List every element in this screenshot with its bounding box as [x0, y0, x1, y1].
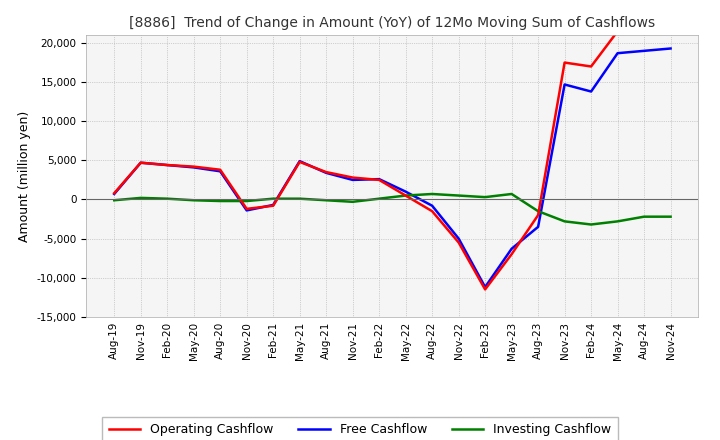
Free Cashflow: [243, 208, 251, 213]
Operating Cashflow: [269, 203, 277, 209]
Operating Cashflow: [454, 240, 463, 245]
Free Cashflow: [163, 162, 171, 168]
Free Cashflow: [189, 165, 198, 170]
Y-axis label: Amount (million yen): Amount (million yen): [18, 110, 31, 242]
Free Cashflow: [216, 169, 225, 174]
Free Cashflow: [481, 284, 490, 290]
Investing Cashflow: [666, 214, 675, 219]
Operating Cashflow: [587, 64, 595, 69]
Operating Cashflow: [348, 175, 357, 180]
Investing Cashflow: [295, 196, 304, 202]
Operating Cashflow: [375, 177, 384, 183]
Operating Cashflow: [216, 167, 225, 172]
Investing Cashflow: [163, 196, 171, 202]
Free Cashflow: [454, 236, 463, 241]
Operating Cashflow: [136, 160, 145, 165]
Operating Cashflow: [110, 191, 119, 196]
Operating Cashflow: [322, 169, 330, 175]
Investing Cashflow: [428, 191, 436, 197]
Free Cashflow: [110, 191, 119, 197]
Operating Cashflow: [401, 193, 410, 198]
Investing Cashflow: [401, 193, 410, 198]
Investing Cashflow: [613, 219, 622, 224]
Investing Cashflow: [348, 199, 357, 205]
Operating Cashflow: [534, 213, 542, 218]
Title: [8886]  Trend of Change in Amount (YoY) of 12Mo Moving Sum of Cashflows: [8886] Trend of Change in Amount (YoY) o…: [130, 16, 655, 30]
Investing Cashflow: [136, 195, 145, 201]
Operating Cashflow: [640, 31, 649, 36]
Investing Cashflow: [481, 194, 490, 200]
Operating Cashflow: [243, 206, 251, 212]
Investing Cashflow: [216, 198, 225, 204]
Operating Cashflow: [189, 164, 198, 169]
Operating Cashflow: [666, 29, 675, 34]
Line: Investing Cashflow: Investing Cashflow: [114, 194, 670, 224]
Operating Cashflow: [428, 209, 436, 214]
Free Cashflow: [295, 158, 304, 164]
Operating Cashflow: [163, 162, 171, 168]
Free Cashflow: [401, 189, 410, 194]
Free Cashflow: [613, 51, 622, 56]
Line: Operating Cashflow: Operating Cashflow: [114, 31, 670, 290]
Free Cashflow: [322, 170, 330, 176]
Free Cashflow: [428, 203, 436, 209]
Investing Cashflow: [243, 198, 251, 204]
Investing Cashflow: [587, 222, 595, 227]
Free Cashflow: [508, 246, 516, 251]
Free Cashflow: [348, 177, 357, 183]
Operating Cashflow: [481, 287, 490, 292]
Operating Cashflow: [508, 252, 516, 257]
Investing Cashflow: [110, 198, 119, 203]
Investing Cashflow: [534, 209, 542, 214]
Free Cashflow: [534, 224, 542, 230]
Investing Cashflow: [189, 198, 198, 203]
Operating Cashflow: [295, 159, 304, 165]
Operating Cashflow: [613, 29, 622, 34]
Free Cashflow: [666, 46, 675, 51]
Investing Cashflow: [322, 198, 330, 203]
Free Cashflow: [269, 202, 277, 208]
Operating Cashflow: [560, 60, 569, 65]
Free Cashflow: [136, 160, 145, 165]
Line: Free Cashflow: Free Cashflow: [114, 48, 670, 287]
Free Cashflow: [560, 82, 569, 87]
Free Cashflow: [640, 48, 649, 54]
Free Cashflow: [375, 176, 384, 182]
Investing Cashflow: [508, 191, 516, 197]
Free Cashflow: [587, 89, 595, 94]
Investing Cashflow: [640, 214, 649, 219]
Investing Cashflow: [269, 196, 277, 202]
Investing Cashflow: [375, 196, 384, 202]
Investing Cashflow: [454, 193, 463, 198]
Investing Cashflow: [560, 219, 569, 224]
Legend: Operating Cashflow, Free Cashflow, Investing Cashflow: Operating Cashflow, Free Cashflow, Inves…: [102, 417, 618, 440]
